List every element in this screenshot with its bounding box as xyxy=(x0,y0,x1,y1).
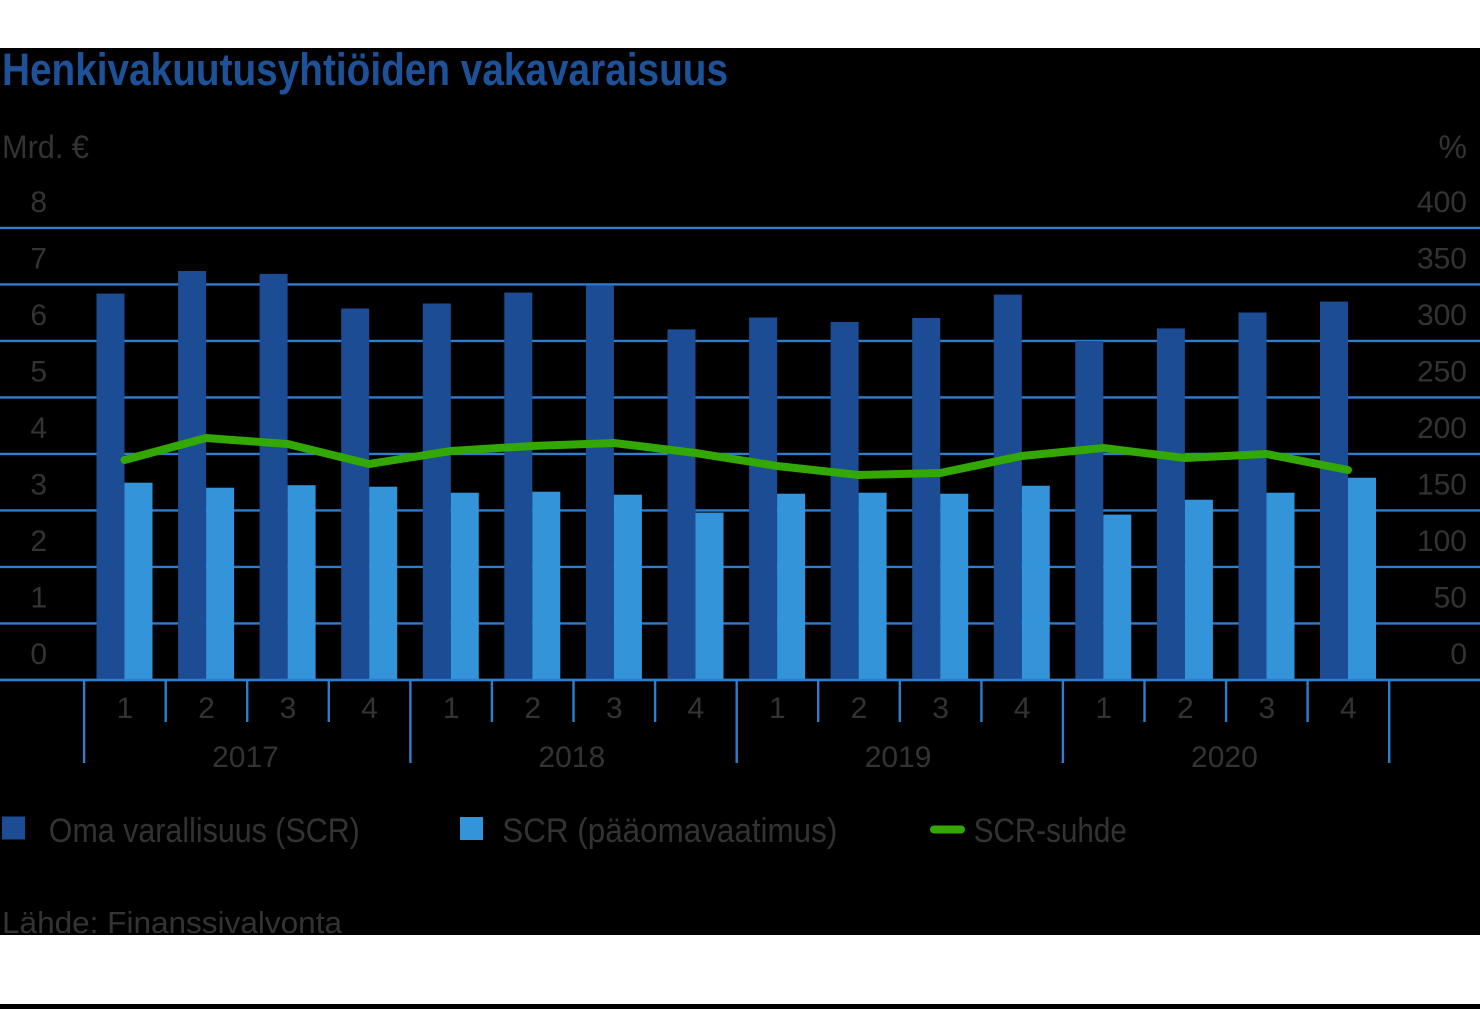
svg-text:3: 3 xyxy=(280,692,297,725)
svg-text:1: 1 xyxy=(1095,692,1112,725)
svg-text:4: 4 xyxy=(30,412,47,445)
svg-text:1: 1 xyxy=(443,692,460,725)
svg-text:2018: 2018 xyxy=(538,741,605,774)
svg-text:Lähde: Finanssivalvonta: Lähde: Finanssivalvonta xyxy=(2,905,343,940)
svg-text:0: 0 xyxy=(1450,638,1467,671)
svg-text:300: 300 xyxy=(1417,299,1467,332)
svg-text:2: 2 xyxy=(524,692,541,725)
svg-text:%: % xyxy=(1439,129,1467,165)
svg-text:100: 100 xyxy=(1417,525,1467,558)
svg-text:150: 150 xyxy=(1417,468,1467,501)
svg-text:SCR-suhde: SCR-suhde xyxy=(974,812,1127,850)
svg-text:0: 0 xyxy=(30,638,47,671)
svg-text:50: 50 xyxy=(1434,581,1467,614)
svg-text:3: 3 xyxy=(30,468,47,501)
svg-text:4: 4 xyxy=(1014,692,1031,725)
svg-text:1: 1 xyxy=(30,581,47,614)
svg-text:3: 3 xyxy=(1259,692,1276,725)
svg-text:3: 3 xyxy=(606,692,623,725)
svg-text:3: 3 xyxy=(932,692,949,725)
svg-text:Henkivakuutusyhtiöiden vakavar: Henkivakuutusyhtiöiden vakavaraisuus xyxy=(2,44,728,95)
svg-text:4: 4 xyxy=(361,692,378,725)
svg-text:7: 7 xyxy=(30,242,47,275)
svg-text:6: 6 xyxy=(30,299,47,332)
svg-text:5: 5 xyxy=(30,355,47,388)
svg-text:200: 200 xyxy=(1417,412,1467,445)
svg-text:2: 2 xyxy=(1177,692,1194,725)
svg-text:350: 350 xyxy=(1417,242,1467,275)
svg-text:2: 2 xyxy=(198,692,215,725)
svg-text:250: 250 xyxy=(1417,355,1467,388)
svg-text:4: 4 xyxy=(1340,692,1357,725)
svg-text:400: 400 xyxy=(1417,186,1467,219)
svg-text:2: 2 xyxy=(30,525,47,558)
svg-text:Oma varallisuus (SCR): Oma varallisuus (SCR) xyxy=(49,812,360,850)
svg-text:2017: 2017 xyxy=(212,741,279,774)
svg-text:Mrd. €: Mrd. € xyxy=(2,129,89,165)
svg-text:2019: 2019 xyxy=(865,741,932,774)
svg-text:8: 8 xyxy=(30,186,47,219)
svg-text:4: 4 xyxy=(688,692,705,725)
svg-text:2020: 2020 xyxy=(1191,741,1258,774)
svg-text:1: 1 xyxy=(769,692,786,725)
svg-text:2: 2 xyxy=(851,692,868,725)
svg-text:1: 1 xyxy=(117,692,134,725)
svg-text:SCR (pääomavaatimus): SCR (pääomavaatimus) xyxy=(502,812,837,850)
